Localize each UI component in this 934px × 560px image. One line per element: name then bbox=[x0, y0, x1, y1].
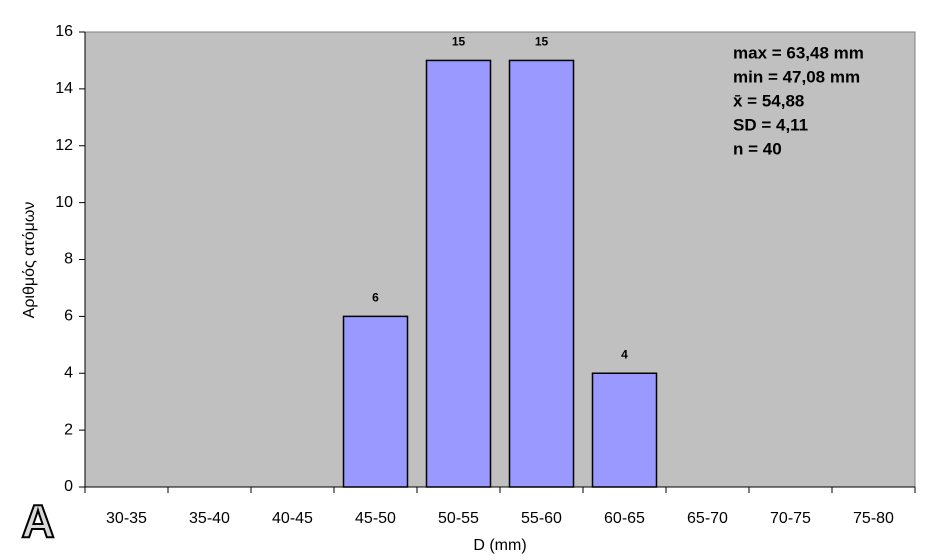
data-label: 4 bbox=[621, 347, 628, 361]
bar bbox=[425, 59, 492, 488]
x-tick-label: 35-40 bbox=[189, 510, 230, 527]
y-tick-label: 8 bbox=[64, 251, 73, 268]
x-tick-label: 30-35 bbox=[106, 510, 147, 527]
bar bbox=[342, 315, 409, 488]
annotation: SD = 4,11 bbox=[733, 115, 808, 134]
y-tick-label: 14 bbox=[55, 80, 73, 97]
x-tick-label: 45-50 bbox=[355, 510, 396, 527]
bar bbox=[591, 372, 658, 488]
panel-label: A bbox=[21, 495, 54, 547]
y-tick-label: 0 bbox=[64, 478, 73, 495]
annotation: min = 47,08 mm bbox=[733, 67, 860, 86]
bar bbox=[508, 59, 575, 488]
annotation: x̄ = 54,88 bbox=[733, 91, 804, 110]
y-tick-label: 6 bbox=[64, 308, 73, 325]
x-tick-label: 55-60 bbox=[521, 510, 562, 527]
x-axis-label: D (mm) bbox=[473, 537, 526, 554]
x-tick-label: 50-55 bbox=[438, 510, 479, 527]
y-tick-label: 2 bbox=[64, 421, 73, 438]
y-tick-label: 16 bbox=[55, 23, 73, 40]
x-tick-label: 65-70 bbox=[687, 510, 728, 527]
x-tick-label: 75-80 bbox=[853, 510, 894, 527]
data-label: 15 bbox=[452, 35, 466, 49]
data-label: 15 bbox=[535, 35, 549, 49]
annotation: max = 63,48 mm bbox=[733, 43, 864, 62]
y-tick-label: 12 bbox=[55, 137, 73, 154]
x-tick-label: 60-65 bbox=[604, 510, 645, 527]
annotation: n = 40 bbox=[733, 139, 782, 158]
plot-area bbox=[84, 31, 916, 488]
data-label: 6 bbox=[372, 291, 379, 305]
y-tick-label: 10 bbox=[55, 194, 73, 211]
x-tick-label: 40-45 bbox=[272, 510, 313, 527]
y-tick-label: 4 bbox=[64, 364, 73, 381]
x-tick-label: 70-75 bbox=[770, 510, 811, 527]
y-axis-label: Αριθμός ατόμων bbox=[21, 202, 38, 319]
